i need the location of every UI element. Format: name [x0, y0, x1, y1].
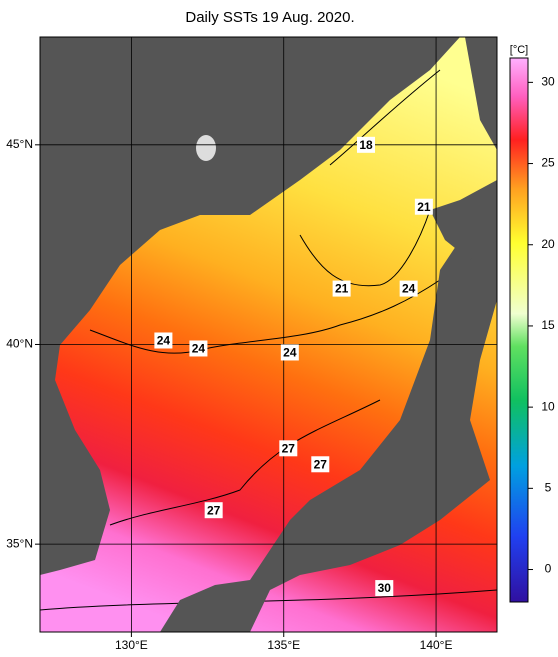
- contour-label-box: [204, 502, 223, 519]
- contour-label: 27: [207, 503, 221, 517]
- contour-label: 21: [335, 282, 349, 296]
- land-sakhalin: [465, 37, 497, 150]
- contour-label: 27: [314, 457, 328, 471]
- colorbar-tick-label: 25: [541, 156, 555, 170]
- land-hokkaido: [430, 180, 497, 260]
- colorbar-tick-label: 0: [545, 562, 552, 576]
- grid: [40, 37, 497, 632]
- map-panel: 18 21 21 24 24 24 24 27 27 27 30: [40, 37, 497, 632]
- colorbar-label: [°C]: [510, 44, 528, 56]
- title: Daily SSTs 19 Aug. 2020.: [185, 9, 354, 26]
- colorbar-tick-label: 30: [541, 75, 555, 89]
- contour-label: 27: [282, 441, 296, 455]
- contour-label-box: [375, 580, 394, 597]
- plot-frame: [39, 36, 498, 633]
- contour-label-box: [311, 456, 330, 473]
- colorbar-tick-label: 10: [541, 399, 555, 413]
- contour-label: 30: [378, 581, 392, 595]
- contour-label: 24: [192, 342, 206, 356]
- land-asia: [40, 37, 460, 575]
- contour-label: 24: [402, 282, 416, 296]
- contour-label-box: [280, 344, 299, 361]
- contour-label-box: [279, 440, 298, 457]
- contour-label: 24: [157, 334, 171, 348]
- island: [196, 135, 216, 161]
- contour-label: 21: [417, 200, 431, 214]
- colorbar: [509, 57, 529, 603]
- contour-label-box: [154, 332, 173, 349]
- contour-labels: 18 21 21 24 24 24 24 27 27 27 30: [154, 136, 433, 597]
- land-japan: [160, 230, 497, 632]
- contour-label-box: [399, 280, 418, 297]
- x-tick-label: 140°E: [420, 638, 453, 652]
- contour-label-box: [332, 280, 351, 297]
- axes: 130°E 135°E 140°E 35°N 40°N 45°N 0 5 10 15 20 25 30: [6, 75, 555, 653]
- contour-label: 24: [283, 346, 297, 360]
- contour-label-box: [356, 136, 375, 153]
- colorbar-tick-label: 20: [541, 237, 555, 251]
- contours: [40, 69, 497, 611]
- contour-label: 18: [359, 138, 373, 152]
- y-tick-label: 35°N: [6, 536, 33, 550]
- y-tick-label: 40°N: [6, 337, 33, 351]
- contour-label-box: [414, 198, 433, 215]
- colorbar-tick-label: 15: [541, 318, 555, 332]
- y-tick-label: 45°N: [6, 137, 33, 151]
- contour-label-box: [189, 340, 208, 357]
- x-tick-label: 135°E: [267, 638, 300, 652]
- x-tick-label: 130°E: [115, 638, 148, 652]
- colorbar-tick-label: 5: [545, 481, 552, 495]
